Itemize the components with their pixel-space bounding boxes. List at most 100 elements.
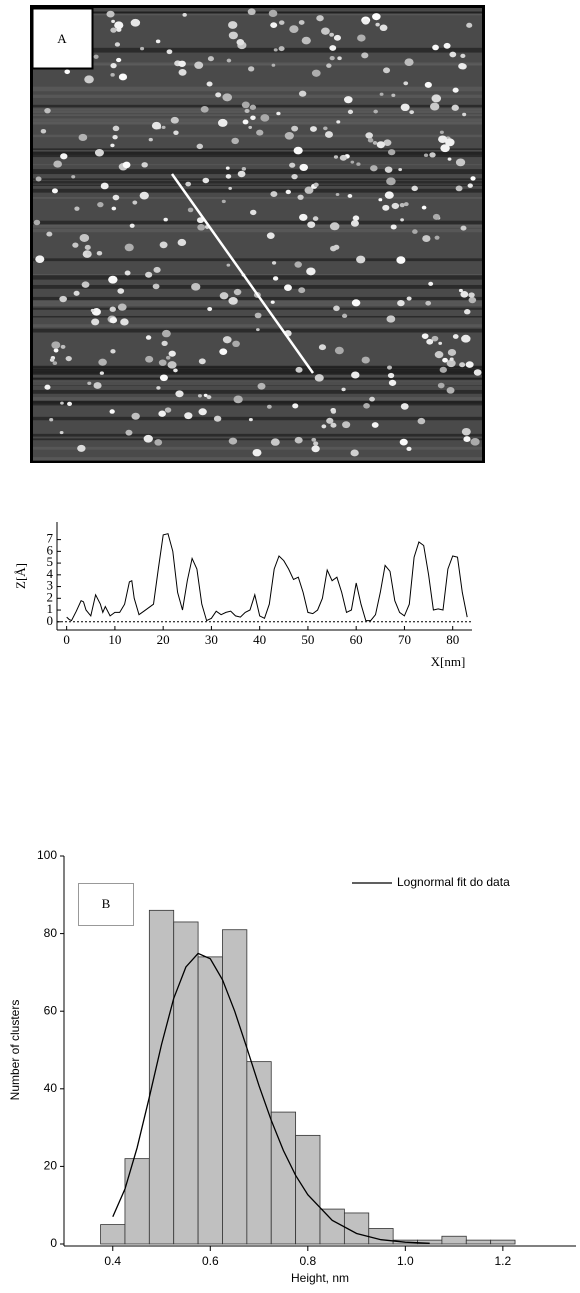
image-frame — [30, 5, 485, 463]
particle — [272, 276, 279, 281]
particle — [173, 130, 179, 135]
particle — [110, 143, 115, 148]
x-tick-label: 60 — [350, 632, 363, 647]
particle — [71, 175, 76, 179]
scan-streak — [33, 457, 482, 461]
particle — [443, 42, 451, 49]
particle — [117, 303, 127, 311]
particle — [361, 52, 369, 59]
particle — [291, 125, 299, 132]
particle — [387, 149, 396, 156]
particle — [324, 131, 333, 138]
particle — [236, 39, 245, 46]
x-tick-label: 30 — [205, 632, 218, 647]
scan-streak — [33, 110, 482, 114]
particle — [406, 296, 412, 301]
particle — [213, 415, 222, 422]
bar — [124, 1158, 150, 1245]
particle — [391, 93, 396, 97]
y-tick-label: 7 — [47, 531, 54, 546]
particle — [460, 225, 467, 231]
particle — [298, 287, 306, 294]
particle — [59, 295, 67, 303]
scan-streak — [33, 134, 482, 138]
y-tick-label: 80 — [44, 926, 58, 940]
particle — [378, 198, 383, 202]
particle — [463, 436, 471, 443]
particle — [434, 351, 444, 359]
scan-streak — [33, 47, 482, 53]
particle — [383, 67, 391, 74]
particle — [333, 305, 340, 312]
scan-streak — [33, 284, 482, 289]
particle — [321, 27, 330, 35]
particle — [143, 434, 153, 443]
particle — [203, 393, 208, 397]
particle — [424, 81, 432, 88]
particle — [351, 371, 360, 379]
y-tick-label: 4 — [47, 566, 54, 581]
particle — [153, 266, 161, 273]
x-axis-label: X[nm] — [431, 654, 466, 669]
particle — [249, 104, 257, 110]
particle — [116, 57, 122, 63]
particle — [373, 109, 378, 114]
particle — [178, 60, 186, 67]
particle — [99, 371, 104, 375]
y-tick-label: 3 — [47, 578, 54, 593]
x-tick-label: 1.0 — [397, 1254, 414, 1268]
particle — [184, 412, 193, 420]
bar — [465, 1239, 492, 1245]
particle — [94, 308, 99, 312]
particle — [114, 42, 121, 47]
particle — [125, 429, 133, 436]
bar — [295, 1134, 321, 1245]
particle — [382, 204, 390, 211]
particle — [347, 194, 353, 198]
particle — [400, 403, 409, 410]
y-tick-label: 0 — [50, 1236, 57, 1250]
particle — [154, 439, 163, 446]
scan-streak — [33, 152, 482, 155]
particle — [310, 126, 317, 132]
y-tick-label: 100 — [37, 848, 57, 862]
particle — [252, 448, 262, 457]
panel-label: B — [102, 896, 111, 911]
particle — [219, 292, 229, 300]
particle — [426, 338, 434, 345]
particle — [312, 216, 319, 221]
particle — [383, 139, 392, 146]
particle — [35, 176, 42, 182]
particle — [470, 438, 480, 446]
particle — [175, 390, 184, 398]
particle — [53, 160, 62, 168]
particle — [244, 108, 250, 114]
scan-streak — [33, 181, 482, 184]
particle — [278, 20, 285, 25]
particle — [333, 155, 339, 159]
particle — [449, 51, 457, 58]
scan-streak — [33, 114, 482, 117]
particle — [417, 417, 426, 425]
particle — [330, 409, 337, 414]
x-tick-label: 50 — [301, 632, 314, 647]
particle — [440, 144, 450, 153]
particle — [372, 141, 378, 145]
particle — [122, 161, 131, 169]
scan-streak — [33, 307, 482, 310]
particle — [118, 73, 128, 81]
particle — [106, 10, 115, 18]
particle — [339, 154, 347, 161]
particle — [406, 446, 412, 451]
particle — [299, 163, 309, 171]
scan-streak — [33, 107, 482, 111]
particle — [270, 22, 278, 29]
particle — [84, 75, 94, 84]
particle — [67, 401, 73, 406]
particle — [351, 299, 361, 307]
particle — [49, 418, 54, 422]
particle — [425, 300, 432, 306]
scan-streak — [33, 324, 482, 328]
particle — [439, 130, 444, 134]
particle — [350, 449, 359, 457]
